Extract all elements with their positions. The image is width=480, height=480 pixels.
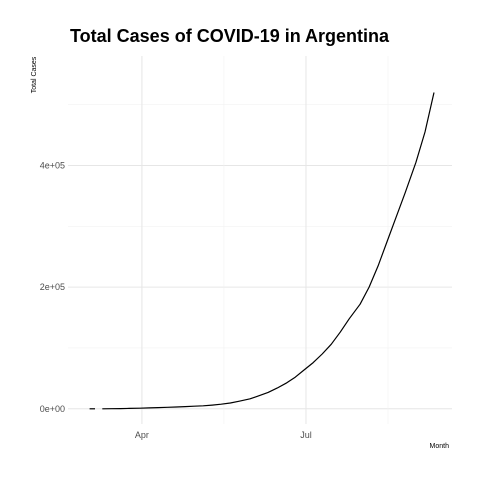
y-axis-title: Total Cases [31, 56, 38, 93]
chart-title: Total Cases of COVID-19 in Argentina [70, 26, 390, 46]
x-tick-label: Apr [135, 430, 149, 440]
grid-layer [68, 56, 452, 424]
axis-layer: 0e+00 2e+05 4e+05 Apr Jul [40, 160, 312, 440]
series-layer [89, 92, 435, 410]
series-line [102, 92, 435, 410]
y-tick-label: 0e+00 [40, 404, 65, 414]
x-tick-label: Jul [300, 430, 312, 440]
x-axis-title: Month [430, 443, 450, 450]
y-tick-label: 2e+05 [40, 282, 65, 292]
y-tick-label: 4e+05 [40, 160, 65, 170]
